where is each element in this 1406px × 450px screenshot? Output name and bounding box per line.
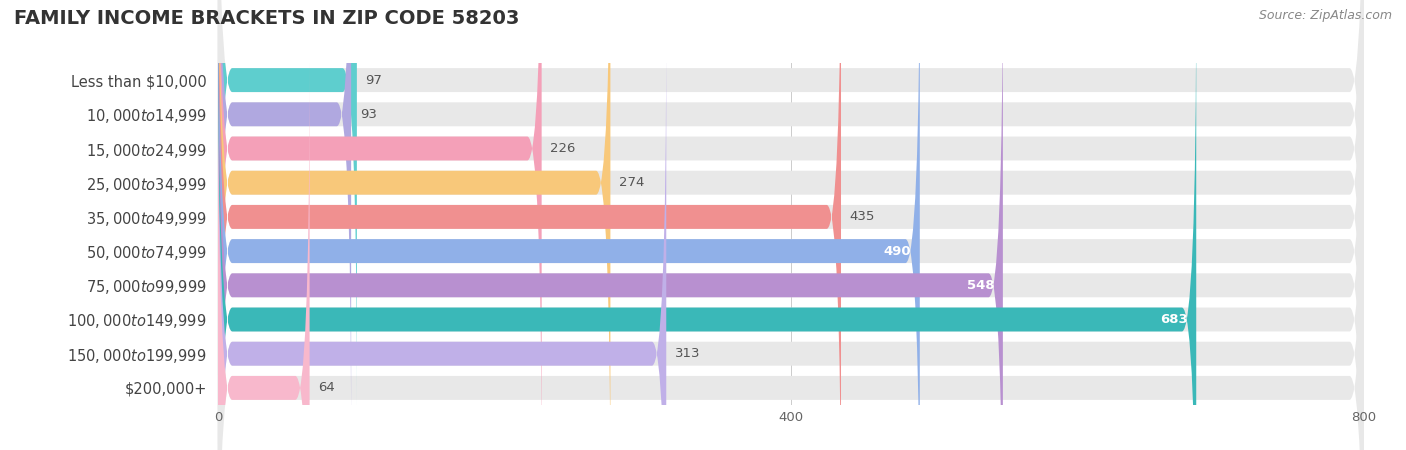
Text: 274: 274 [619,176,644,189]
FancyBboxPatch shape [218,0,1002,450]
FancyBboxPatch shape [218,58,1364,450]
Text: 97: 97 [366,74,382,86]
Text: 64: 64 [318,382,335,394]
FancyBboxPatch shape [218,0,841,450]
FancyBboxPatch shape [218,0,1364,410]
FancyBboxPatch shape [218,0,352,444]
Text: FAMILY INCOME BRACKETS IN ZIP CODE 58203: FAMILY INCOME BRACKETS IN ZIP CODE 58203 [14,9,519,28]
FancyBboxPatch shape [218,24,1364,450]
Text: 435: 435 [849,211,875,223]
FancyBboxPatch shape [218,0,1197,450]
FancyBboxPatch shape [218,0,1364,450]
Text: 226: 226 [550,142,575,155]
FancyBboxPatch shape [218,58,309,450]
FancyBboxPatch shape [218,0,610,450]
Text: 548: 548 [967,279,994,292]
FancyBboxPatch shape [218,0,1364,450]
Text: 490: 490 [883,245,911,257]
FancyBboxPatch shape [218,0,920,450]
FancyBboxPatch shape [218,24,666,450]
FancyBboxPatch shape [218,0,1364,450]
Text: 93: 93 [360,108,377,121]
FancyBboxPatch shape [218,0,541,450]
FancyBboxPatch shape [218,0,1364,450]
FancyBboxPatch shape [218,0,1364,450]
Text: Source: ZipAtlas.com: Source: ZipAtlas.com [1258,9,1392,22]
Text: 313: 313 [675,347,700,360]
Text: 683: 683 [1160,313,1188,326]
FancyBboxPatch shape [218,0,357,410]
FancyBboxPatch shape [218,0,1364,444]
FancyBboxPatch shape [218,0,1364,450]
